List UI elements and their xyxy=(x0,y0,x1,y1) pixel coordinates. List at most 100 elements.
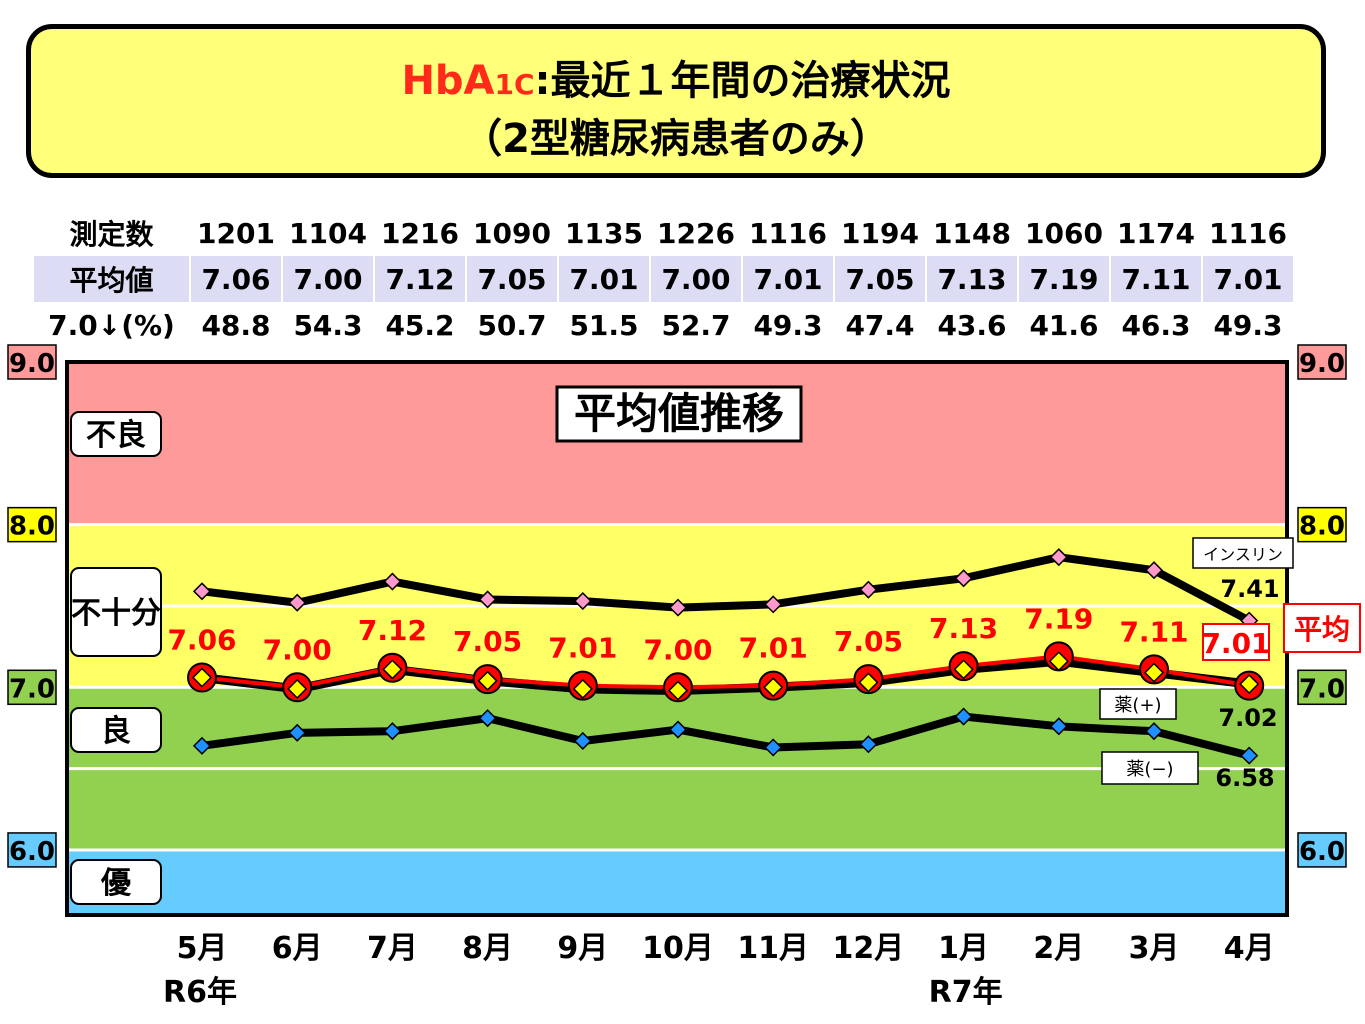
drug-minus-name: 薬(−) xyxy=(1126,759,1173,780)
drug-plus-point xyxy=(1239,673,1260,695)
x-tick-label: 9月 xyxy=(557,931,608,966)
stats-cell: 51.5 xyxy=(558,302,651,348)
insulin-line xyxy=(201,553,1252,625)
insulin-point xyxy=(1144,561,1164,580)
average-data-label: 7.06 xyxy=(167,624,236,657)
stats-cell: 7.01 xyxy=(742,256,835,302)
average-data-label: 7.13 xyxy=(929,612,998,645)
ytick-box xyxy=(1297,344,1347,380)
stats-cell: 45.2 xyxy=(374,302,467,348)
stats-cell: 46.3 xyxy=(1110,302,1203,348)
stats-cell: 7.05 xyxy=(834,256,927,302)
ytick-box xyxy=(7,832,57,868)
ytick-label: 9.0 xyxy=(9,349,55,379)
insulin-point xyxy=(573,592,592,611)
zone-label-box xyxy=(70,411,162,457)
stats-cell: 1226 xyxy=(650,210,743,256)
drug-minus-line xyxy=(201,712,1251,760)
ytick-box xyxy=(1297,669,1347,706)
stats-table: 測定数 1201 1104 1216 1090 1135 1226 1116 1194 1148 1… xyxy=(34,210,1295,348)
drug-plus-name: 薬(+) xyxy=(1114,695,1161,716)
chart-title: 平均値推移 xyxy=(574,389,784,438)
title-line-2: （2型糖尿病患者のみ） xyxy=(462,116,890,162)
average-data-label: 7.12 xyxy=(358,614,427,647)
stats-cell: 1090 xyxy=(466,210,559,256)
drug-minus-point xyxy=(573,731,592,751)
stats-cell: 7.13 xyxy=(926,256,1019,302)
drug-minus-point xyxy=(668,720,688,739)
drug-plus-point xyxy=(1143,662,1165,683)
zone-label: 不十分 xyxy=(71,596,161,631)
stats-cell: 1060 xyxy=(1018,210,1111,256)
ytick-box xyxy=(7,344,57,380)
insulin-name: インスリン xyxy=(1203,545,1283,564)
x-tick-label: 6月 xyxy=(272,931,323,966)
x-tick-label: 10月 xyxy=(642,931,714,966)
year-label: R7年 xyxy=(929,975,1003,1010)
insulin-name-box xyxy=(1192,537,1294,569)
stats-row-label: 平均値 xyxy=(34,256,191,302)
stats-row-label: 7.0↓(%) xyxy=(34,302,191,348)
insulin-point xyxy=(192,582,212,601)
x-tick-label: 5月 xyxy=(177,931,228,966)
ytick-label: 6.0 xyxy=(1299,837,1345,867)
zone-label: 良 xyxy=(101,714,131,749)
stats-cell: 7.06 xyxy=(190,256,283,302)
x-tick-label: 8月 xyxy=(462,931,513,966)
x-tick-label: 7月 xyxy=(367,931,418,966)
ytick-label: 7.0 xyxy=(9,674,55,704)
ytick-label: 7.0 xyxy=(1299,674,1345,704)
stats-cell: 7.05 xyxy=(466,256,559,302)
zone-label-box xyxy=(70,567,162,657)
insulin-point xyxy=(668,598,688,617)
drug-plus-point xyxy=(858,672,879,693)
average-line xyxy=(201,654,1250,690)
drug-plus-name-box xyxy=(1099,688,1177,720)
stats-row: 測定数 1201 1104 1216 1090 1135 1226 1116 1194 1148 1… xyxy=(34,210,1295,256)
stats-cell: 1116 xyxy=(1202,210,1295,256)
stats-cell: 7.00 xyxy=(282,256,375,302)
drug-plus-point xyxy=(572,678,593,699)
stats-cell: 7.12 xyxy=(374,256,467,302)
average-data-label: 7.19 xyxy=(1024,602,1093,635)
drug-plus-point xyxy=(191,667,213,688)
drug-minus-point xyxy=(288,723,307,742)
drug-minus-point xyxy=(859,735,878,754)
stats-cell: 52.7 xyxy=(650,302,743,348)
average-name: 平均 xyxy=(1294,613,1350,646)
year-label: R6年 xyxy=(163,975,237,1010)
stats-cell: 47.4 xyxy=(834,302,927,348)
drug-minus-point xyxy=(764,738,783,757)
ytick-label: 8.0 xyxy=(9,512,55,542)
stats-cell: 7.11 xyxy=(1110,256,1203,302)
x-tick-label: 1月 xyxy=(938,931,989,966)
stats-cell: 54.3 xyxy=(282,302,375,348)
drug-plus-point xyxy=(667,680,689,701)
drug-plus-point xyxy=(477,670,498,691)
x-tick-label: 11月 xyxy=(737,931,809,966)
stats-cell: 50.7 xyxy=(466,302,559,348)
title-box: HbA1C:最近１年間の治療状況 （2型糖尿病患者のみ） xyxy=(26,24,1326,178)
insulin-point xyxy=(764,595,783,614)
drug-minus-name-box xyxy=(1101,751,1199,785)
drug-plus-point xyxy=(287,678,308,699)
stats-cell: 1104 xyxy=(282,210,375,256)
ytick-box xyxy=(1297,832,1347,868)
stats-cell: 1135 xyxy=(558,210,651,256)
x-tick-label: 3月 xyxy=(1129,931,1180,966)
average-data-label: 7.05 xyxy=(453,625,522,658)
ytick-box xyxy=(1297,506,1347,543)
drug-plus-point xyxy=(763,677,784,698)
drug-minus-end-label: 6.58 xyxy=(1215,764,1274,792)
average-data-label: 7.00 xyxy=(263,633,332,666)
drug-minus-point xyxy=(954,707,973,726)
stats-cell: 1116 xyxy=(742,210,835,256)
insulin-point xyxy=(954,569,973,588)
stats-cell: 1174 xyxy=(1110,210,1203,256)
insulin-point xyxy=(288,593,307,612)
drug-plus-point xyxy=(382,659,403,680)
drug-minus-point xyxy=(383,722,402,741)
zone-label-box xyxy=(70,859,162,905)
average-data-label: 7.01 xyxy=(1201,627,1270,660)
insulin-point xyxy=(859,580,878,599)
